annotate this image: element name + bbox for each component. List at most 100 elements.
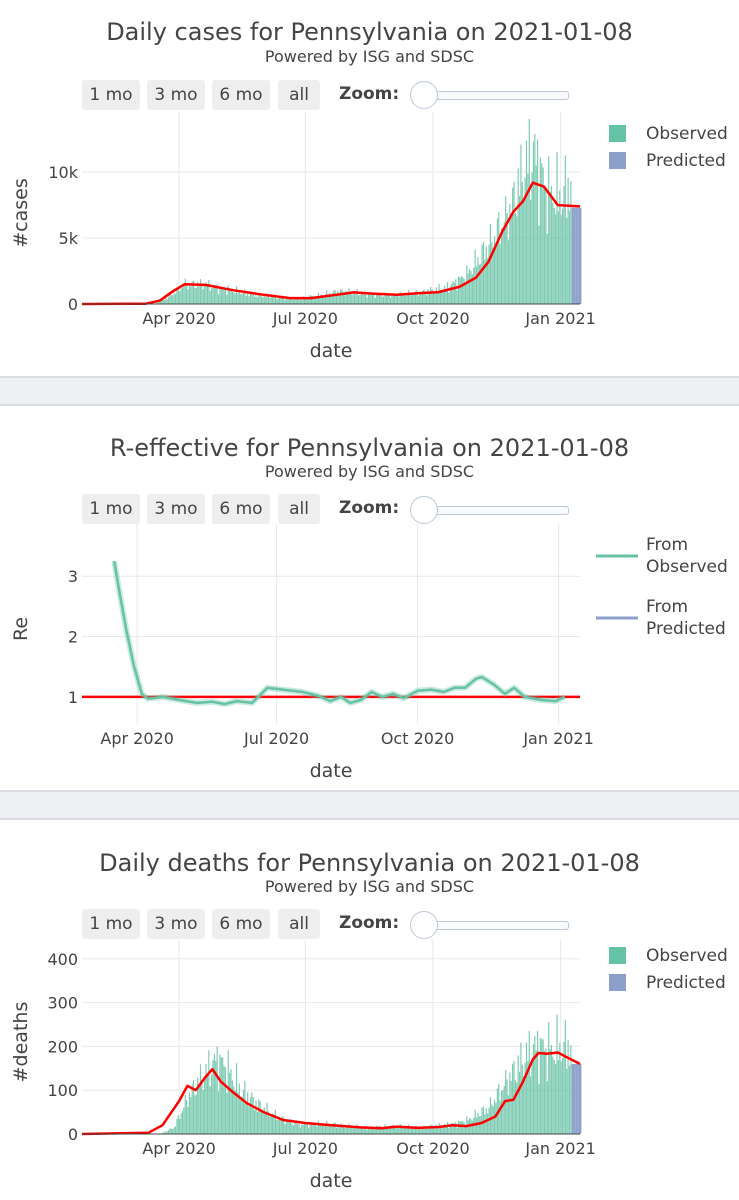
observed-bar — [302, 296, 304, 304]
range-1mo-button[interactable]: 1 mo — [82, 909, 140, 939]
observed-bar — [534, 1036, 536, 1134]
observed-bar — [495, 1103, 497, 1134]
observed-bar — [513, 181, 515, 304]
observed-bar — [265, 297, 267, 304]
observed-bar — [401, 1126, 403, 1134]
observed-bar — [487, 1113, 489, 1134]
observed-bar — [467, 273, 469, 304]
observed-bar — [308, 299, 310, 304]
observed-bar — [168, 1129, 170, 1134]
observed-bar — [159, 301, 161, 304]
observed-bar — [280, 297, 282, 304]
range-6mo-button[interactable]: 6 mo — [212, 80, 270, 110]
observed-bar — [156, 302, 159, 304]
range-1mo-button[interactable]: 1 mo — [82, 494, 140, 524]
observed-bar — [342, 1125, 344, 1134]
observed-bar — [464, 1125, 467, 1134]
observed-bar — [358, 295, 360, 304]
observed-bar — [409, 295, 411, 304]
observed-bar — [377, 1126, 379, 1134]
observed-bar — [303, 1123, 306, 1134]
observed-bar — [345, 290, 347, 304]
observed-bar — [456, 290, 458, 304]
observed-bar — [277, 1119, 279, 1134]
observed-bar — [420, 1128, 422, 1134]
observed-bar — [219, 286, 221, 304]
observed-bar — [414, 1126, 417, 1134]
observed-bar — [230, 1069, 232, 1134]
observed-bar — [224, 1067, 227, 1134]
observed-bar — [419, 291, 421, 304]
observed-bar — [309, 1122, 311, 1134]
observed-bar — [301, 1124, 303, 1134]
observed-bar — [430, 287, 432, 304]
observed-bar — [416, 290, 418, 304]
observed-bar — [421, 1126, 424, 1134]
observed-bar — [426, 1129, 428, 1134]
legend-label: From — [646, 535, 688, 555]
observed-bar — [395, 294, 397, 304]
observed-bar — [484, 1114, 486, 1134]
observed-bar — [273, 296, 275, 304]
range-all-button[interactable]: all — [278, 909, 320, 939]
range-3mo-button[interactable]: 3 mo — [147, 909, 205, 939]
observed-bar — [223, 1065, 225, 1134]
observed-bar — [495, 244, 497, 304]
observed-bar — [320, 1123, 322, 1134]
observed-bar — [568, 210, 571, 304]
range-6mo-button[interactable]: 6 mo — [212, 909, 270, 939]
range-3mo-button[interactable]: 3 mo — [147, 494, 205, 524]
observed-bar — [222, 1057, 224, 1134]
range-3mo-button[interactable]: 3 mo — [147, 80, 205, 110]
re-chart: Apr 2020 Jul 2020 Oct 2020 Jan 2021 1 2 3 date R… — [10, 524, 728, 782]
observed-bar — [459, 277, 461, 304]
observed-bar — [550, 1044, 553, 1134]
observed-bar — [541, 163, 543, 304]
observed-bar — [356, 1124, 358, 1134]
observed-bar — [351, 294, 353, 304]
observed-bar — [191, 281, 193, 304]
range-1mo-button[interactable]: 1 mo — [82, 80, 140, 110]
observed-bar — [186, 284, 188, 304]
range-all-button[interactable]: all — [278, 494, 320, 524]
observed-bar — [536, 1030, 539, 1134]
observed-bar — [288, 298, 290, 304]
zoom-slider-handle[interactable] — [410, 496, 438, 524]
observed-bar — [308, 1127, 310, 1134]
observed-bar — [263, 295, 265, 304]
observed-bar — [269, 297, 271, 304]
zoom-slider-handle[interactable] — [410, 911, 438, 939]
predicted-bar — [574, 1063, 576, 1134]
observed-bar — [407, 290, 410, 304]
observed-bar — [319, 1125, 321, 1134]
x-axis-title: date — [310, 340, 353, 362]
range-6mo-button[interactable]: 6 mo — [212, 494, 270, 524]
observed-bar — [186, 1100, 188, 1134]
observed-bar — [432, 1127, 435, 1134]
predicted-bar — [573, 1063, 575, 1134]
observed-bar — [233, 292, 235, 304]
observed-bar — [505, 196, 507, 304]
observed-bar — [194, 287, 196, 304]
y-tick-label: 10k — [48, 163, 78, 182]
observed-bar — [409, 1128, 411, 1134]
observed-bar — [549, 1049, 551, 1134]
chart-subtitle: Powered by ISG and SDSC — [264, 47, 475, 66]
deaths-chart: Apr 2020 Jul 2020 Oct 2020 Jan 2021 0 100 200 3… — [10, 940, 728, 1192]
observed-bar — [197, 1077, 199, 1134]
range-all-button[interactable]: all — [278, 80, 320, 110]
observed-bar — [556, 1014, 558, 1134]
observed-bar — [297, 1124, 299, 1134]
observed-bar — [209, 290, 211, 304]
observed-bar — [500, 1091, 503, 1134]
observed-bar — [367, 294, 369, 304]
observed-bar — [381, 296, 383, 304]
observed-bar — [240, 294, 242, 304]
y-tick-label: 2 — [68, 628, 78, 647]
observed-bar — [420, 294, 422, 304]
observed-bar — [532, 141, 535, 304]
observed-bar — [438, 1122, 440, 1134]
zoom-slider-handle[interactable] — [410, 81, 438, 109]
observed-bar — [552, 1056, 554, 1134]
observed-bar — [234, 1090, 236, 1134]
